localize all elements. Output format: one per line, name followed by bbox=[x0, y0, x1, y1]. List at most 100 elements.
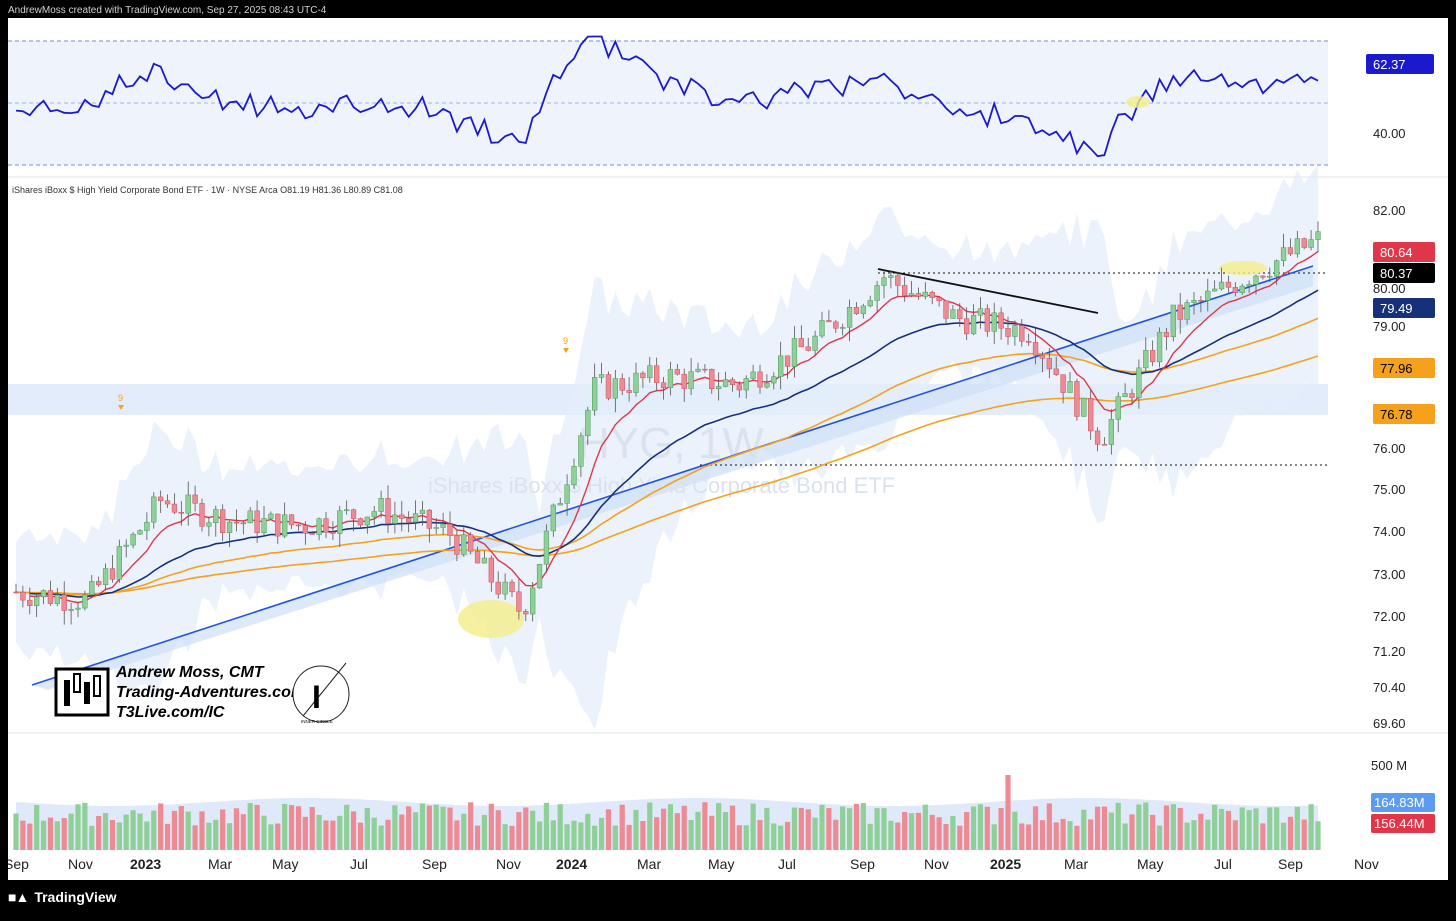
volume-bar bbox=[468, 802, 474, 850]
volume-bar bbox=[729, 805, 736, 850]
volume-bar bbox=[206, 822, 212, 850]
volume-bar bbox=[654, 817, 660, 850]
candle-body bbox=[1225, 281, 1232, 288]
volume-bar bbox=[302, 816, 308, 850]
watermark-name: iShares iBoxx $ High Yield Corporate Bon… bbox=[428, 473, 895, 498]
candle-body bbox=[337, 510, 343, 534]
chart-area[interactable]: 40.00 62.37 iShares iBoxx $ High Yield C… bbox=[8, 18, 1448, 880]
volume-bar bbox=[130, 810, 136, 850]
candle-body bbox=[647, 365, 653, 379]
downtrend-line bbox=[877, 268, 1099, 314]
candle-body bbox=[454, 535, 460, 555]
rsi-pane: 40.00 62.37 bbox=[8, 35, 1434, 166]
author-affiliation: T3Live.com/IC bbox=[116, 704, 225, 721]
volume-bar bbox=[881, 808, 887, 850]
candle-body bbox=[1267, 275, 1273, 278]
volume-bar bbox=[247, 803, 253, 850]
candle-body bbox=[1088, 397, 1094, 432]
volume-bar bbox=[970, 806, 977, 850]
volume-bar bbox=[791, 807, 798, 850]
candle-body bbox=[1039, 354, 1046, 359]
candle-body bbox=[240, 522, 246, 525]
volume-badge-blue bbox=[1371, 793, 1435, 812]
volume-bar bbox=[633, 809, 639, 850]
price-badge-orange-ma bbox=[1373, 358, 1435, 378]
candle-body bbox=[874, 285, 880, 301]
volume-bar bbox=[240, 814, 246, 850]
candle-body bbox=[1012, 325, 1018, 337]
candle-body bbox=[34, 596, 40, 606]
logo-caption: INNER CIRCLE bbox=[301, 719, 333, 724]
volume-bar bbox=[1267, 807, 1273, 850]
volume-bar bbox=[371, 817, 377, 850]
volume-bar bbox=[185, 811, 191, 850]
candle-body bbox=[75, 607, 81, 610]
author-site: Trading-Adventures.com bbox=[116, 684, 305, 701]
candle-body bbox=[1315, 231, 1321, 240]
tradingview-footer[interactable]: ■▲ TradingView bbox=[8, 889, 117, 905]
volume-bar bbox=[192, 825, 198, 850]
candle-body bbox=[943, 300, 949, 319]
volume-bar bbox=[922, 804, 928, 850]
volume-bar bbox=[461, 813, 467, 850]
volume-bar bbox=[199, 811, 205, 850]
candle-body bbox=[254, 510, 260, 534]
candle-body bbox=[392, 514, 398, 524]
volume-bar bbox=[908, 813, 915, 850]
volume-bar bbox=[667, 804, 674, 850]
price-tick: 76.00 bbox=[1373, 441, 1406, 456]
candle-body bbox=[178, 511, 184, 514]
volume-bar bbox=[798, 807, 804, 850]
candles-group bbox=[13, 221, 1321, 625]
candle-body bbox=[881, 277, 887, 286]
volume-bar bbox=[695, 811, 701, 850]
candle-body bbox=[495, 581, 501, 595]
volume-bar bbox=[915, 812, 922, 850]
candle-body bbox=[1046, 358, 1052, 370]
candle-body bbox=[474, 550, 481, 564]
candle-body bbox=[302, 525, 308, 534]
price-pane: HYG, 1W iShares iBoxx $ High Yield Corpo… bbox=[8, 164, 1328, 730]
candle-body bbox=[1191, 300, 1197, 303]
price-axis[interactable]: 82.00 80.00 79.00 77.00 76.00 75.00 74.0… bbox=[1373, 203, 1435, 731]
chart-svg[interactable]: 40.00 62.37 iShares iBoxx $ High Yield C… bbox=[8, 18, 1448, 880]
volume-bar bbox=[509, 825, 515, 850]
volume-bar bbox=[1232, 820, 1238, 850]
rsi-highlight bbox=[1126, 96, 1150, 108]
volume-bar bbox=[419, 803, 426, 850]
volume-bar bbox=[840, 806, 846, 850]
candle-body bbox=[805, 346, 811, 351]
candle-body bbox=[922, 291, 928, 297]
candle-body bbox=[1032, 342, 1039, 356]
candle-body bbox=[709, 368, 715, 389]
time-axis[interactable]: Sep Nov 2023 Mar May Jul Sep Nov 2024 Ma… bbox=[8, 856, 1379, 872]
candle-body bbox=[1294, 238, 1300, 255]
volume-bar bbox=[282, 803, 288, 850]
volume-bar bbox=[144, 821, 150, 850]
candle-body bbox=[853, 306, 860, 315]
candle-body bbox=[158, 496, 164, 502]
candle-body bbox=[764, 382, 770, 388]
volume-bar bbox=[1239, 807, 1245, 850]
volume-bar bbox=[1012, 811, 1018, 850]
volume-badge-text: 156.44M bbox=[1374, 816, 1425, 831]
volume-bar bbox=[213, 819, 219, 850]
candle-body bbox=[605, 374, 612, 399]
candle-body bbox=[722, 379, 729, 387]
candle-body bbox=[130, 533, 136, 546]
candle-body bbox=[151, 496, 157, 523]
signal-label: 9 bbox=[118, 393, 123, 403]
candle-body bbox=[791, 338, 798, 367]
candle-body bbox=[523, 611, 529, 615]
candle-body bbox=[171, 503, 178, 513]
volume-bar bbox=[626, 824, 632, 850]
logo-letter: I bbox=[312, 679, 321, 715]
candle-body bbox=[1170, 304, 1176, 338]
candle-body bbox=[757, 371, 763, 388]
volume-bar bbox=[778, 825, 784, 850]
volume-bar bbox=[1260, 823, 1266, 850]
candle-body bbox=[798, 338, 804, 348]
candle-body bbox=[571, 466, 577, 486]
volume-bar bbox=[1170, 804, 1176, 850]
price-badge-text: 77.96 bbox=[1380, 361, 1413, 376]
